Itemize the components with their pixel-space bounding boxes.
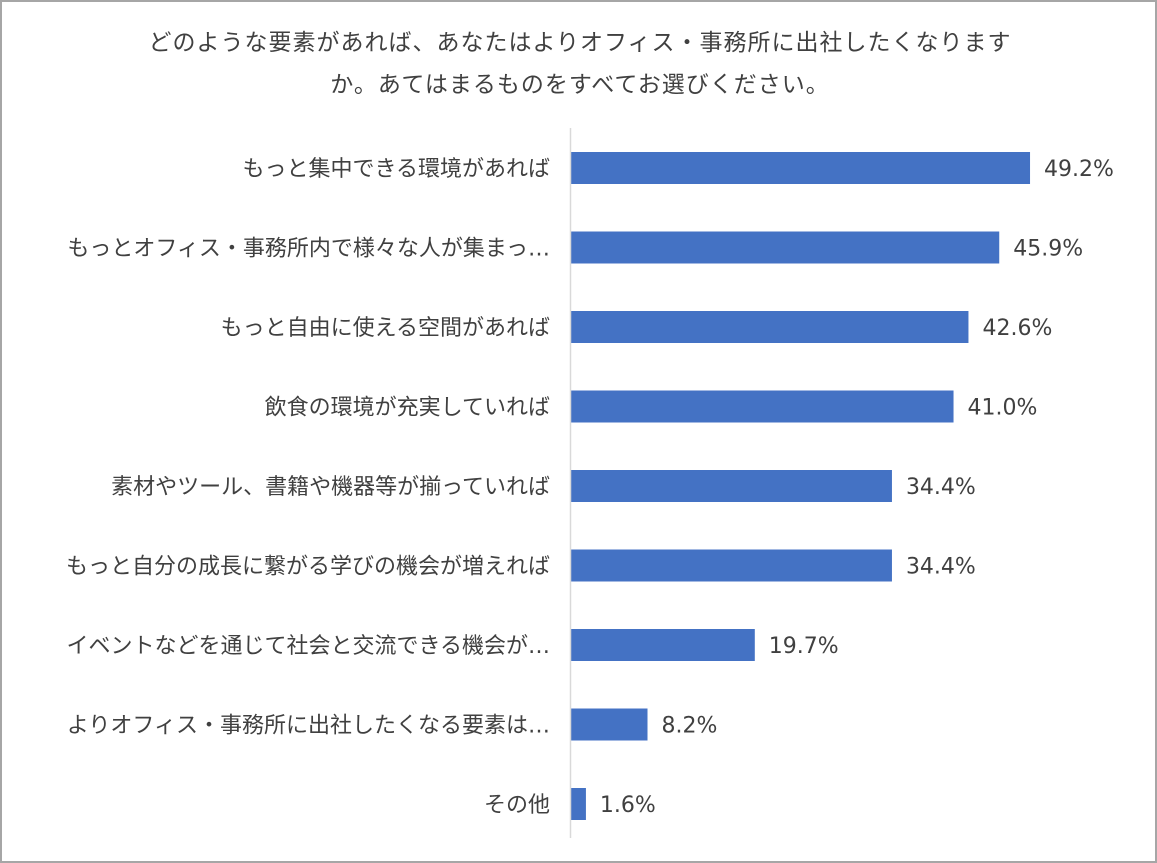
bar-5	[571, 470, 892, 502]
bars-group	[571, 152, 1031, 820]
bar-4	[571, 390, 954, 423]
chart-title: どのような要素があれば、あなたはよりオフィス・事務所に出社したくなります か。あ…	[80, 22, 1080, 106]
bar-1	[571, 152, 1031, 184]
category-label-9: その他	[484, 793, 550, 818]
value-label-9: 1.6%	[600, 793, 656, 818]
category-label-6: もっと自分の成長に繋がる学びの機会が増えれば	[66, 555, 550, 580]
category-label-8: よりオフィス・事務所に出社したくなる要素は…	[67, 714, 550, 739]
value-label-5: 34.4%	[906, 475, 976, 500]
value-label-1: 49.2%	[1044, 157, 1114, 182]
bar-9	[571, 788, 586, 820]
bar-8	[571, 708, 648, 741]
chart-title-line-2: か。あてはまるものをすべてお選びください。	[330, 72, 830, 98]
category-label-4: 飲食の環境が充実していれば	[265, 396, 550, 421]
category-label-1: もっと集中できる環境があれば	[242, 157, 550, 182]
category-label-5: 素材やツール、書籍や機器等が揃っていれば	[111, 475, 550, 500]
category-label-3: もっと自由に使える空間があれば	[221, 316, 550, 341]
labels-group: もっと集中できる環境があれば 49.2% もっとオフィス・事務所内で様々な人が集まっ…	[66, 157, 1114, 818]
bar-3	[571, 311, 969, 343]
bar-6	[571, 549, 892, 582]
bar-7	[571, 629, 755, 661]
value-label-7: 19.7%	[769, 634, 839, 659]
value-label-3: 42.6%	[982, 316, 1052, 341]
category-label-2: もっとオフィス・事務所内で様々な人が集まっ…	[67, 237, 550, 262]
value-label-4: 41.0%	[968, 396, 1038, 421]
value-label-8: 8.2%	[662, 714, 718, 739]
chart-title-line-1: どのような要素があれば、あなたはよりオフィス・事務所に出社したくなります	[148, 30, 1012, 56]
value-label-2: 45.9%	[1013, 237, 1083, 262]
category-label-7: イベントなどを通じて社会と交流できる機会が…	[66, 634, 550, 659]
bar-2	[571, 231, 1000, 264]
value-label-6: 34.4%	[906, 555, 976, 580]
